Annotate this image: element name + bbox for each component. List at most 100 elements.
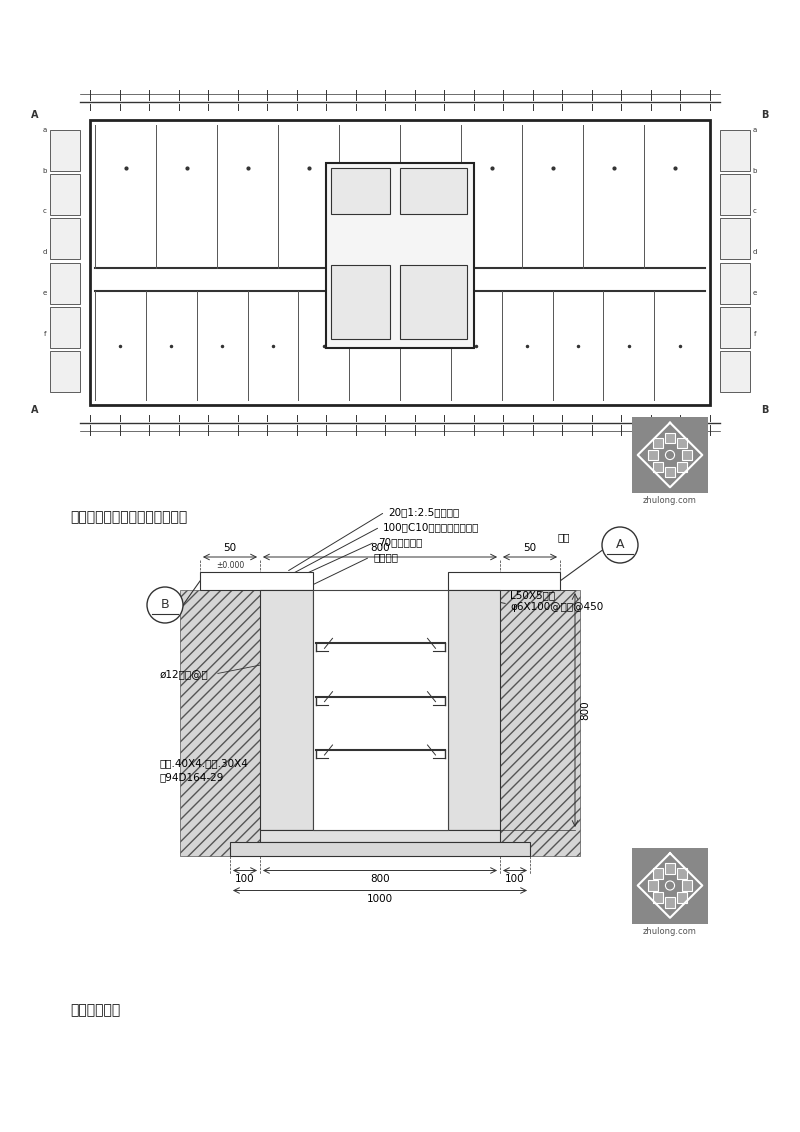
Text: 150: 150: [346, 713, 357, 734]
Bar: [720, 130, 750, 171]
Bar: [50, 263, 80, 303]
Bar: [260, 590, 313, 830]
Bar: [653, 892, 663, 903]
Text: e: e: [43, 290, 47, 295]
Text: c: c: [753, 208, 757, 214]
Circle shape: [602, 528, 638, 563]
Text: 100: 100: [505, 875, 525, 884]
Text: d: d: [753, 249, 757, 255]
Bar: [534, 197, 571, 214]
Bar: [313, 590, 447, 830]
Bar: [677, 438, 687, 448]
Text: B: B: [161, 599, 170, 611]
Bar: [326, 163, 474, 348]
Bar: [400, 265, 467, 338]
Text: 素土夯实: 素土夯实: [373, 552, 398, 561]
Bar: [260, 830, 500, 842]
Bar: [677, 868, 687, 878]
Text: 100厚C10砼（配筋详结构）: 100厚C10砼（配筋详结构）: [383, 522, 479, 532]
Text: L50X5通长: L50X5通长: [510, 590, 555, 600]
Bar: [50, 351, 80, 392]
Bar: [50, 307, 80, 348]
Bar: [50, 130, 80, 171]
Bar: [720, 351, 750, 392]
Text: 800: 800: [370, 875, 390, 884]
Bar: [351, 197, 388, 214]
Bar: [447, 572, 560, 590]
Text: d: d: [43, 249, 47, 255]
Text: A: A: [616, 539, 624, 551]
Circle shape: [666, 451, 674, 460]
Text: φ6X100@钢筋@450: φ6X100@钢筋@450: [510, 602, 603, 612]
Text: A: A: [31, 110, 38, 120]
Bar: [500, 590, 580, 856]
Text: 800: 800: [580, 701, 590, 720]
Circle shape: [147, 588, 183, 623]
Text: 铜排.40X4.扁钢.30X4: 铜排.40X4.扁钢.30X4: [160, 757, 249, 767]
Text: e: e: [753, 290, 757, 295]
Text: f: f: [44, 331, 46, 336]
Circle shape: [666, 881, 674, 890]
Bar: [720, 218, 750, 259]
Text: 图94D164-29: 图94D164-29: [160, 772, 224, 782]
Bar: [647, 881, 658, 891]
Bar: [720, 307, 750, 348]
Bar: [50, 174, 80, 215]
Text: f: f: [754, 331, 756, 336]
Text: c: c: [43, 208, 47, 214]
Bar: [656, 197, 693, 214]
Bar: [665, 863, 675, 874]
Bar: [447, 572, 560, 590]
Text: 四层产房，产科综合布线平面图: 四层产房，产科综合布线平面图: [70, 511, 187, 524]
Text: b: b: [753, 168, 757, 173]
Text: a: a: [753, 127, 757, 132]
Text: 20厚1:2.5水泥砂浆: 20厚1:2.5水泥砂浆: [388, 507, 459, 517]
Bar: [260, 830, 500, 842]
Text: 50: 50: [523, 543, 537, 554]
Text: 70厚碎石垫层: 70厚碎石垫层: [378, 537, 422, 547]
Bar: [260, 590, 313, 830]
Text: ø12钢筋@机: ø12钢筋@机: [160, 669, 209, 679]
Bar: [168, 197, 205, 214]
Text: 150: 150: [346, 660, 357, 680]
Text: B: B: [762, 405, 769, 415]
Bar: [180, 590, 260, 856]
Text: B: B: [762, 110, 769, 120]
Bar: [229, 197, 266, 214]
Bar: [90, 120, 710, 405]
Text: b: b: [43, 168, 47, 173]
Text: 450: 450: [370, 683, 390, 693]
Bar: [653, 438, 663, 448]
Bar: [330, 168, 390, 214]
Bar: [474, 197, 510, 214]
Bar: [647, 449, 658, 461]
Bar: [290, 197, 327, 214]
Bar: [682, 881, 693, 891]
Bar: [50, 218, 80, 259]
Bar: [230, 842, 530, 856]
Bar: [677, 462, 687, 472]
Bar: [230, 842, 530, 856]
Bar: [200, 572, 313, 590]
Bar: [400, 168, 467, 214]
Text: 电缆沟大样图: 电缆沟大样图: [70, 1003, 120, 1018]
Text: zhulong.com: zhulong.com: [643, 926, 697, 935]
Bar: [665, 898, 675, 908]
Bar: [653, 868, 663, 878]
Bar: [107, 197, 144, 214]
Text: 盖板: 盖板: [558, 532, 570, 542]
Text: 50: 50: [223, 543, 237, 554]
Text: A: A: [31, 405, 38, 415]
Bar: [330, 265, 390, 338]
Bar: [682, 449, 693, 461]
Bar: [447, 590, 500, 830]
Bar: [677, 892, 687, 903]
Text: 800: 800: [370, 543, 390, 554]
Bar: [653, 462, 663, 472]
Text: a: a: [43, 127, 47, 132]
Bar: [720, 263, 750, 303]
Bar: [200, 572, 313, 590]
Bar: [447, 590, 500, 830]
Text: 100: 100: [235, 875, 255, 884]
Bar: [665, 432, 675, 444]
